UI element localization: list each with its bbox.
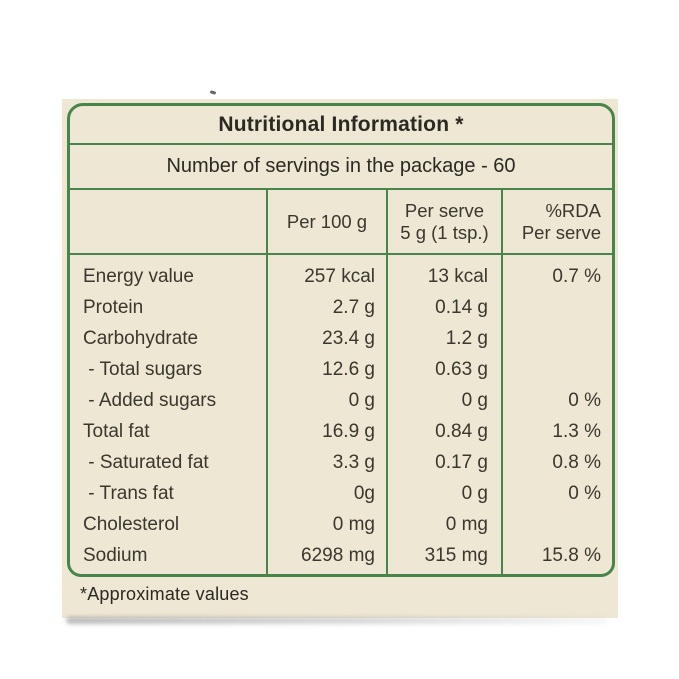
value-per-serve: 0.17 g	[435, 452, 488, 473]
header-per-serve-line2: 5 g (1 tsp.)	[400, 221, 489, 243]
value-per-100g: 0 mg	[332, 514, 375, 535]
value-rda: 0 %	[568, 483, 601, 504]
nutrient-label: Cholesterol	[83, 514, 180, 535]
value-per-100g: 2.7 g	[332, 297, 375, 318]
value-per-100g: 6298 mg	[301, 545, 375, 566]
value-per-100g: 23.4 g	[322, 328, 375, 349]
nutrient-label: - Saturated fat	[83, 452, 209, 473]
nutrition-title: Nutritional Information *	[70, 106, 612, 145]
header-cell-per-serve: Per serve 5 g (1 tsp.)	[386, 190, 501, 253]
value-rda: 0.8 %	[552, 452, 601, 473]
value-per-serve: 0.14 g	[435, 297, 488, 318]
header-cell-nutrient	[70, 190, 266, 253]
column-per-100g-values: 257 kcal 2.7 g 23.4 g 12.6 g 0 g 16.9 g 3.3 g 0…	[266, 255, 386, 574]
value-per-serve: 13 kcal	[427, 266, 488, 287]
nutrient-label: Energy value	[83, 266, 194, 287]
nutrient-label: Protein	[83, 297, 144, 318]
value-per-serve: 0 g	[461, 483, 488, 504]
photo-speck-mark	[209, 90, 217, 95]
nutrition-table: Nutritional Information * Number of serv…	[67, 103, 615, 577]
value-per-serve: 1.2 g	[445, 328, 488, 349]
column-nutrient-labels: Energy value Protein Carbohydrate - Total …	[70, 255, 266, 574]
servings-line: Number of servings in the package - 60	[70, 145, 612, 190]
value-per-serve: 315 mg	[424, 545, 488, 566]
header-per-serve-line1: Per serve	[404, 199, 485, 221]
header-cell-rda: %RDA Per serve	[501, 190, 612, 253]
header-rda-line1: %RDA	[545, 199, 601, 221]
value-per-serve: 0 mg	[445, 514, 488, 535]
table-header-row: Per 100 g Per serve 5 g (1 tsp.) %RDA Pe…	[70, 190, 612, 255]
approximate-values-footnote: *Approximate values	[80, 584, 249, 604]
value-rda: 1.3 %	[552, 421, 601, 442]
value-rda	[503, 509, 612, 540]
value-rda	[503, 354, 612, 385]
header-rda-line2: Per serve	[521, 221, 601, 243]
nutrient-label: Carbohydrate	[83, 328, 199, 349]
value-per-100g: 257 kcal	[304, 266, 375, 287]
value-per-serve: 0.84 g	[435, 421, 488, 442]
header-cell-per-100g: Per 100 g	[266, 190, 386, 253]
value-per-100g: 0g	[353, 483, 375, 504]
value-per-100g: 12.6 g	[322, 359, 375, 380]
value-rda	[503, 292, 612, 323]
value-rda: 0 %	[568, 390, 601, 411]
value-per-100g: 3.3 g	[332, 452, 375, 473]
nutrient-label: - Trans fat	[83, 483, 174, 504]
panel-bottom-shadow	[66, 617, 608, 624]
label-panel: Nutritional Information * Number of serv…	[62, 99, 618, 618]
value-per-serve: 0.63 g	[435, 359, 488, 380]
table-body: Energy value Protein Carbohydrate - Total …	[70, 255, 612, 574]
value-per-100g: 16.9 g	[322, 421, 375, 442]
value-per-serve: 0 g	[461, 390, 488, 411]
value-rda	[503, 323, 612, 354]
value-rda: 15.8 %	[541, 545, 601, 566]
nutrient-label: - Added sugars	[83, 390, 217, 411]
nutrient-label: - Total sugars	[83, 359, 202, 380]
value-rda: 0.7 %	[552, 266, 601, 287]
nutrient-label: Total fat	[83, 421, 150, 442]
column-rda-values: 0.7 % 0 % 1.3 % 0.8 % 0 % 15.8 %	[501, 255, 612, 574]
value-per-100g: 0 g	[348, 390, 375, 411]
nutrient-label: Sodium	[83, 545, 148, 566]
header-per-100g-label: Per 100 g	[286, 210, 368, 232]
column-per-serve-values: 13 kcal 0.14 g 1.2 g 0.63 g 0 g 0.84 g 0.17 g 0…	[386, 255, 501, 574]
